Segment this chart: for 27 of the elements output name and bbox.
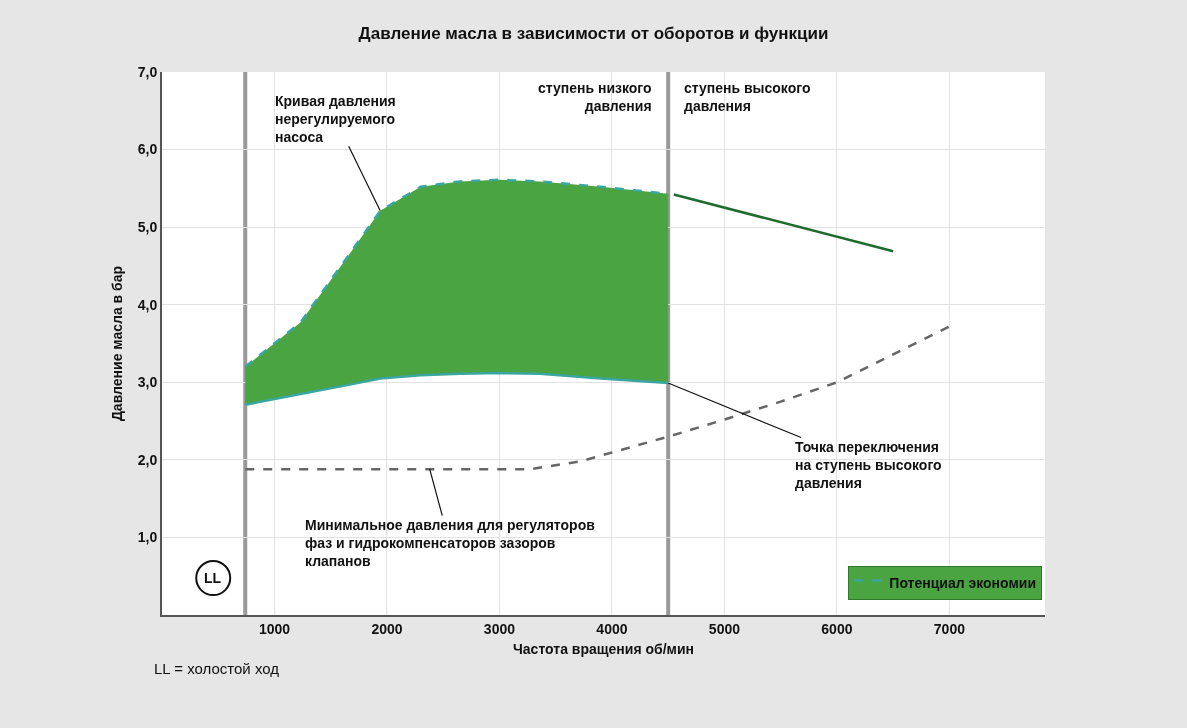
legend-label: Потенциал экономии — [889, 574, 1037, 591]
annotation: Точка переключения на ступень высокого давления — [795, 439, 942, 492]
x-axis-title: Частота вращения об/мин — [513, 640, 694, 657]
x-tick-label: 7000 — [933, 620, 966, 637]
y-tick-label: 4,0 — [137, 296, 158, 313]
chart-title: Давление масла в зависимости от оборотов и функции — [358, 23, 829, 43]
y-tick-label: 7,0 — [137, 63, 158, 80]
x-tick-label: 2000 — [371, 620, 403, 637]
x-tick-label: 6000 — [821, 620, 853, 637]
x-tick-label: 3000 — [483, 620, 516, 637]
y-tick-label: 5,0 — [137, 219, 158, 236]
y-tick-label: 1,0 — [137, 529, 158, 546]
annotation: Минимальное давления для регуляторов фаз и гидрокомпенсаторов зазоров клапанов — [305, 517, 596, 570]
x-tick-label: 5000 — [708, 620, 741, 637]
y-tick-label: 6,0 — [137, 141, 158, 158]
line-series — [243, 371, 670, 407]
y-tick-label: 2,0 — [137, 451, 158, 468]
x-tick-label: 1000 — [258, 620, 291, 637]
annotation: ступень низкого давления — [538, 80, 652, 115]
x-tick-label: 4000 — [596, 620, 628, 637]
annotation: ступень высокого давления — [684, 80, 811, 115]
annotation: LL — [204, 570, 222, 586]
line-series — [243, 325, 951, 471]
annotation: Кривая давления нерегулируемого насоса — [275, 93, 396, 146]
y-axis-title: Давление масла в бар — [108, 265, 125, 422]
text: LL = холостой ход — [154, 660, 280, 677]
y-tick-label: 3,0 — [137, 374, 158, 391]
